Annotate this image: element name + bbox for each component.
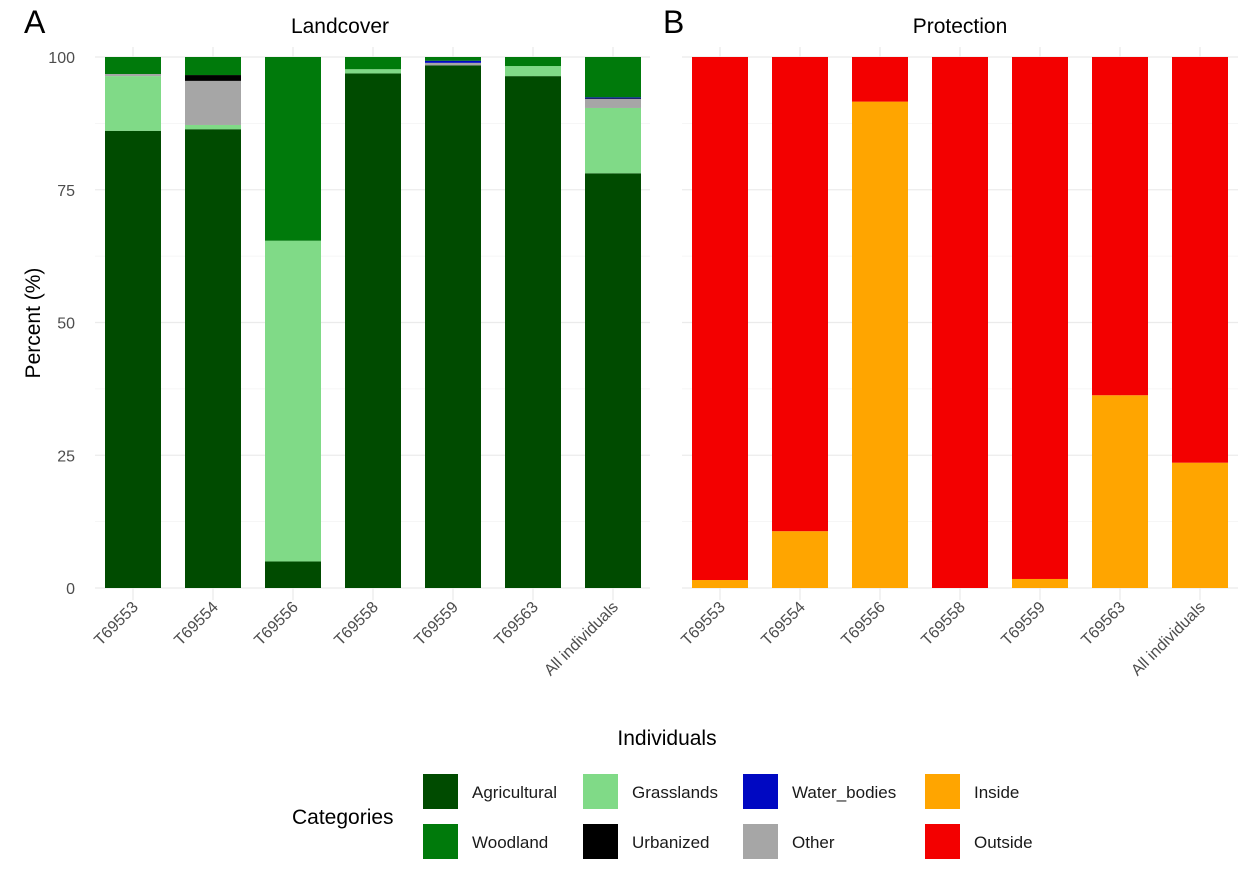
bar-segment-outside bbox=[1012, 57, 1068, 579]
bar-segment-woodland bbox=[265, 57, 321, 241]
legend-label: Urbanized bbox=[632, 833, 710, 852]
bar-segment-grasslands bbox=[345, 69, 401, 74]
x-tick-label: All individuals bbox=[541, 599, 622, 680]
bar-segment-woodland bbox=[185, 57, 241, 76]
legend-title: Categories bbox=[292, 806, 394, 829]
bar-segment-outside bbox=[1092, 57, 1148, 396]
bar-segment-outside bbox=[932, 57, 988, 588]
legend-key-other bbox=[743, 824, 778, 859]
bar-segment-other bbox=[425, 62, 481, 66]
bar-segment-outside bbox=[692, 57, 748, 581]
bar-segment-woodland bbox=[105, 57, 161, 74]
x-tick-label: T69558 bbox=[918, 599, 968, 649]
x-tick-label: T69553 bbox=[91, 599, 141, 649]
bar-segment-agricultural bbox=[505, 76, 561, 588]
bar-segment-woodland bbox=[505, 57, 561, 67]
bar-segment-grasslands bbox=[505, 66, 561, 77]
panel-title: Landcover bbox=[291, 15, 389, 38]
legend-label: Water_bodies bbox=[792, 783, 896, 802]
legend-label: Agricultural bbox=[472, 783, 557, 802]
legend-label: Outside bbox=[974, 833, 1033, 852]
bar-segment-agricultural bbox=[265, 561, 321, 588]
bar-segment-inside bbox=[1012, 578, 1068, 588]
legend-label: Other bbox=[792, 833, 835, 852]
x-tick-label: All individuals bbox=[1128, 599, 1209, 680]
x-tick-label: T69556 bbox=[838, 599, 888, 649]
legend-key-water-bodies bbox=[743, 774, 778, 809]
bar-segment-water-bodies bbox=[425, 60, 481, 63]
bar-segment-woodland bbox=[585, 57, 641, 98]
bar-segment-inside bbox=[692, 580, 748, 588]
bar-segment-agricultural bbox=[585, 173, 641, 588]
bar-segment-agricultural bbox=[105, 130, 161, 588]
legend-key-outside bbox=[925, 824, 960, 859]
bar-segment-other bbox=[105, 73, 161, 77]
x-tick-label: T69554 bbox=[758, 599, 808, 649]
x-tick-label: T69563 bbox=[1078, 599, 1128, 649]
bar-segment-grasslands bbox=[185, 124, 241, 130]
x-tick-label: T69558 bbox=[331, 599, 381, 649]
legend-label: Grasslands bbox=[632, 783, 718, 802]
panel-title: Protection bbox=[913, 15, 1008, 38]
bar-segment-agricultural bbox=[425, 65, 481, 589]
bar-segment-other bbox=[185, 80, 241, 125]
bar-segment-agricultural bbox=[185, 129, 241, 588]
x-tick-label: T69553 bbox=[678, 599, 728, 649]
x-tick-label: T69559 bbox=[998, 599, 1048, 649]
bar-segment-grasslands bbox=[585, 107, 641, 174]
bar-segment-outside bbox=[1172, 57, 1228, 463]
panel-letter: A bbox=[24, 4, 46, 40]
legend-label: Inside bbox=[974, 783, 1019, 802]
y-tick-label: 25 bbox=[57, 448, 75, 465]
x-tick-label: T69559 bbox=[411, 599, 461, 649]
x-tick-label: T69563 bbox=[491, 599, 541, 649]
legend: Categories Agricultural Woodland Grassland… bbox=[292, 774, 1033, 859]
bar-segment-urbanized bbox=[185, 75, 241, 81]
y-tick-label: 100 bbox=[48, 50, 75, 67]
x-tick-label: T69556 bbox=[251, 599, 301, 649]
bar-segment-other bbox=[585, 98, 641, 108]
bar-segment-outside bbox=[772, 57, 828, 532]
bar-segment-water-bodies bbox=[585, 97, 641, 99]
bar-segment-urbanized bbox=[585, 98, 641, 99]
x-tick-label: T69554 bbox=[171, 599, 221, 649]
legend-label: Woodland bbox=[472, 833, 548, 852]
panel-b-protection: T69553 T69554 T69556 T69558 T69559 T69563 All … bbox=[663, 4, 1238, 679]
bar-segment-inside bbox=[1092, 395, 1148, 588]
bar-segment-agricultural bbox=[345, 73, 401, 588]
bar-segment-outside bbox=[852, 57, 908, 102]
x-axis-title: Individuals bbox=[617, 727, 716, 750]
bar-segment-grasslands bbox=[265, 240, 321, 562]
bar-segment-inside bbox=[772, 531, 828, 588]
bar-segment-grasslands bbox=[105, 76, 161, 131]
bar-segment-woodland bbox=[425, 57, 481, 61]
y-tick-label: 75 bbox=[57, 183, 75, 200]
legend-key-inside bbox=[925, 774, 960, 809]
bar-segment-woodland bbox=[345, 57, 401, 70]
y-tick-label: 50 bbox=[57, 316, 75, 333]
y-tick-label: 0 bbox=[66, 581, 75, 598]
legend-key-grasslands bbox=[583, 774, 618, 809]
legend-key-woodland bbox=[423, 824, 458, 859]
legend-key-agricultural bbox=[423, 774, 458, 809]
bar-segment-inside bbox=[852, 101, 908, 588]
bar-segment-inside bbox=[1172, 462, 1228, 588]
y-axis-title: Percent (%) bbox=[22, 268, 45, 379]
legend-key-urbanized bbox=[583, 824, 618, 859]
panel-a-landcover: 0 25 50 75 100 T69553 T69554 T69556 T69558 T69559… bbox=[24, 4, 650, 679]
panel-letter: B bbox=[663, 4, 684, 40]
